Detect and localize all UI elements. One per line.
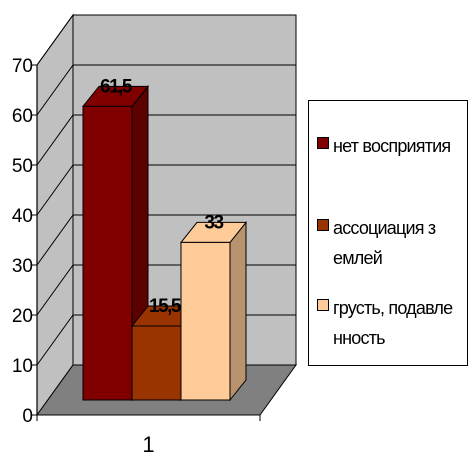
gridline — [36, 114, 296, 166]
value-axis-tick-label: 70 — [12, 56, 33, 77]
legend-label-1: нет восприятия — [333, 136, 451, 156]
value-axis-tick-label: 20 — [12, 306, 33, 327]
legend-swatch-3 — [317, 299, 329, 311]
legend-swatch-1 — [317, 137, 329, 149]
data-label: 33 — [204, 212, 223, 233]
bar — [82, 105, 133, 401]
bar-side — [229, 220, 247, 402]
legend-item-1: нет восприятия — [317, 131, 465, 191]
chart-gridlines — [36, 14, 296, 366]
value-axis-tick-label: 10 — [12, 356, 33, 377]
bar — [131, 325, 182, 401]
value-axis-tick-label: 40 — [12, 206, 33, 227]
data-label: 15,5 — [149, 296, 182, 317]
legend-label-3: грусть, подавленность — [333, 298, 453, 348]
gridline — [36, 214, 296, 266]
gridline — [36, 164, 296, 216]
data-labels: 61,5 15,5 33 — [100, 76, 225, 317]
value-axis-tick-label: 50 — [12, 156, 33, 177]
gridline — [36, 14, 296, 66]
value-axis-tick-label: 30 — [12, 256, 33, 277]
bar-series-group — [81, 84, 248, 402]
value-axis-tick-label: 60 — [12, 106, 33, 127]
chart-legend: нет восприятия ассоциация землей грусть,… — [308, 100, 468, 366]
legend-label-2: ассоциация землей — [333, 218, 436, 268]
value-axis-tick-label: 0 — [22, 406, 33, 427]
category-label: 1 — [142, 432, 154, 457]
category-axis: 1 — [36, 414, 261, 457]
legend-item-3: грусть, подавленность — [317, 293, 465, 363]
legend-swatch-2 — [317, 219, 329, 231]
value-axis: 0 10 20 30 40 50 60 70 — [12, 56, 38, 427]
gridline — [36, 64, 296, 116]
data-label: 61,5 — [100, 76, 133, 97]
legend-item-2: ассоциация землей — [317, 213, 465, 283]
side-wall — [36, 13, 74, 417]
bar — [180, 241, 231, 401]
